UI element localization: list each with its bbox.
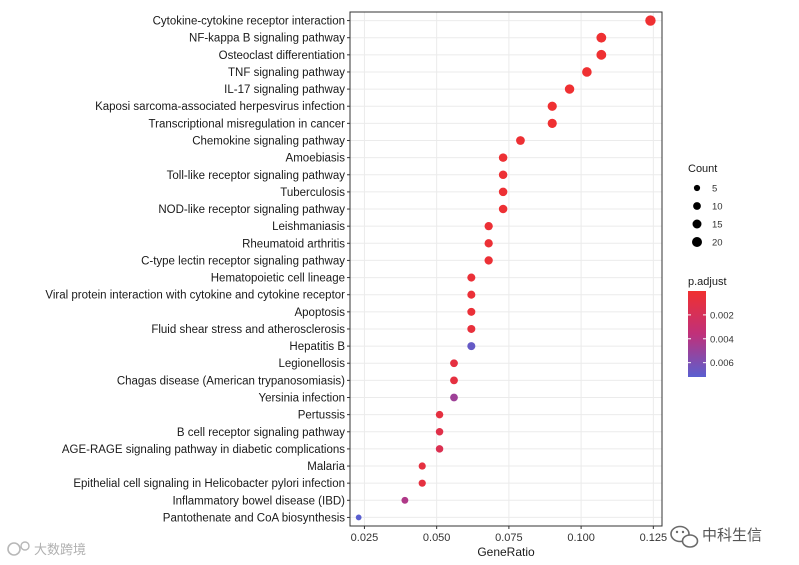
count-legend-label: 15	[712, 220, 723, 231]
data-points	[355, 15, 656, 521]
p-adjust-tick-label: 0.004	[710, 334, 734, 345]
count-legend: Count 5 10 15 20	[688, 163, 723, 249]
p-adjust-legend: p.adjust 0.002 0.004 0.006	[688, 276, 734, 377]
data-point	[564, 84, 575, 94]
count-legend-label: 5	[712, 184, 717, 195]
data-point	[450, 393, 458, 402]
data-point	[401, 496, 409, 504]
count-legend-dot	[691, 236, 703, 248]
category-label: NOD-like receptor signaling pathway	[158, 204, 345, 216]
x-axis-title: GeneRatio	[477, 545, 535, 559]
data-point	[467, 290, 476, 299]
data-point	[484, 256, 493, 265]
p-adjust-tick-label: 0.006	[710, 358, 734, 369]
category-label: IL-17 signaling pathway	[224, 84, 345, 96]
data-point	[435, 410, 444, 419]
category-labels: Cytokine-cytokine receptor interaction NF…	[45, 16, 350, 524]
category-label: C-type lectin receptor signaling pathway	[141, 255, 345, 267]
watermark-left-text: 大数跨境	[34, 542, 86, 557]
category-label: Toll-like receptor signaling pathway	[167, 170, 346, 182]
category-label: Yersinia infection	[258, 393, 345, 405]
watermark-right-text: 中科生信	[702, 527, 762, 544]
data-point	[484, 239, 493, 248]
category-label: Amoebiasis	[286, 153, 346, 165]
data-point	[435, 445, 444, 453]
category-label: Hepatitis B	[289, 341, 345, 353]
category-label: Kaposi sarcoma-associated herpesvirus in…	[95, 101, 345, 113]
p-adjust-tick-label: 0.002	[710, 310, 734, 321]
data-point	[467, 273, 476, 282]
wechat-icon	[670, 525, 699, 548]
category-label: Tuberculosis	[280, 187, 345, 199]
data-point	[596, 32, 607, 43]
category-label: Leishmaniasis	[272, 221, 345, 233]
data-point	[596, 49, 607, 60]
data-point	[645, 15, 656, 26]
category-label: Inflammatory bowel disease (IBD)	[172, 495, 345, 507]
category-label: Hematopoietic cell lineage	[211, 273, 345, 285]
p-adjust-colorbar	[688, 291, 706, 377]
count-legend-label: 10	[712, 202, 723, 213]
x-tick-label: 0.025	[351, 532, 379, 544]
category-label: Cytokine-cytokine receptor interaction	[153, 16, 345, 28]
data-point	[418, 462, 426, 470]
data-point	[450, 376, 458, 385]
count-legend-label: 20	[712, 238, 723, 249]
category-label: Pantothenate and CoA biosynthesis	[163, 512, 345, 524]
brand-logo-icon	[7, 541, 30, 556]
category-label: Apoptosis	[294, 307, 345, 319]
category-label: Legionellosis	[279, 358, 346, 370]
data-point	[467, 324, 476, 333]
category-label: AGE-RAGE signaling pathway in diabetic c…	[62, 444, 345, 456]
watermark-left: 大数跨境	[7, 541, 86, 557]
data-point	[547, 118, 557, 128]
category-label: B cell receptor signaling pathway	[177, 427, 345, 439]
category-label: Rheumatoid arthritis	[242, 238, 345, 250]
data-point	[516, 136, 525, 145]
category-label: Transcriptional misregulation in cancer	[149, 118, 346, 130]
data-point	[498, 170, 508, 180]
category-label: Epithelial cell signaling in Helicobacte…	[73, 478, 345, 490]
data-point	[467, 342, 476, 351]
category-label: Chagas disease (American trypanosomiasis…	[117, 375, 345, 387]
count-legend-title: Count	[688, 163, 717, 175]
count-legend-dot	[693, 202, 701, 210]
x-tick-label: 0.125	[640, 532, 668, 544]
category-label: TNF signaling pathway	[228, 67, 345, 79]
count-legend-dot	[692, 219, 702, 229]
category-label: Malaria	[307, 461, 345, 473]
count-legend-dot	[693, 184, 701, 192]
category-label: Chemokine signaling pathway	[192, 136, 345, 148]
p-adjust-legend-title: p.adjust	[688, 276, 727, 288]
data-point	[498, 153, 508, 162]
data-point	[418, 479, 426, 487]
data-point	[450, 359, 458, 368]
data-point	[467, 307, 476, 316]
category-label: Fluid shear stress and atherosclerosis	[151, 324, 345, 336]
category-label: NF-kappa B signaling pathway	[189, 33, 345, 45]
data-point	[435, 428, 444, 436]
data-point	[498, 187, 508, 197]
data-point	[547, 101, 557, 111]
category-label: Pertussis	[298, 410, 346, 422]
x-axis: 0.025 0.050 0.075 0.100 0.125	[351, 526, 667, 544]
category-label: Viral protein interaction with cytokine …	[45, 290, 345, 302]
panel-border	[349, 11, 663, 527]
x-tick-label: 0.075	[495, 532, 523, 544]
x-tick-label: 0.100	[567, 532, 595, 544]
data-point	[498, 204, 508, 214]
data-point	[355, 514, 362, 521]
category-label: Osteoclast differentiation	[219, 50, 345, 62]
data-point	[582, 67, 592, 77]
x-tick-label: 0.050	[423, 532, 451, 544]
data-point	[484, 222, 493, 231]
watermark-right: 中科生信	[670, 525, 762, 548]
